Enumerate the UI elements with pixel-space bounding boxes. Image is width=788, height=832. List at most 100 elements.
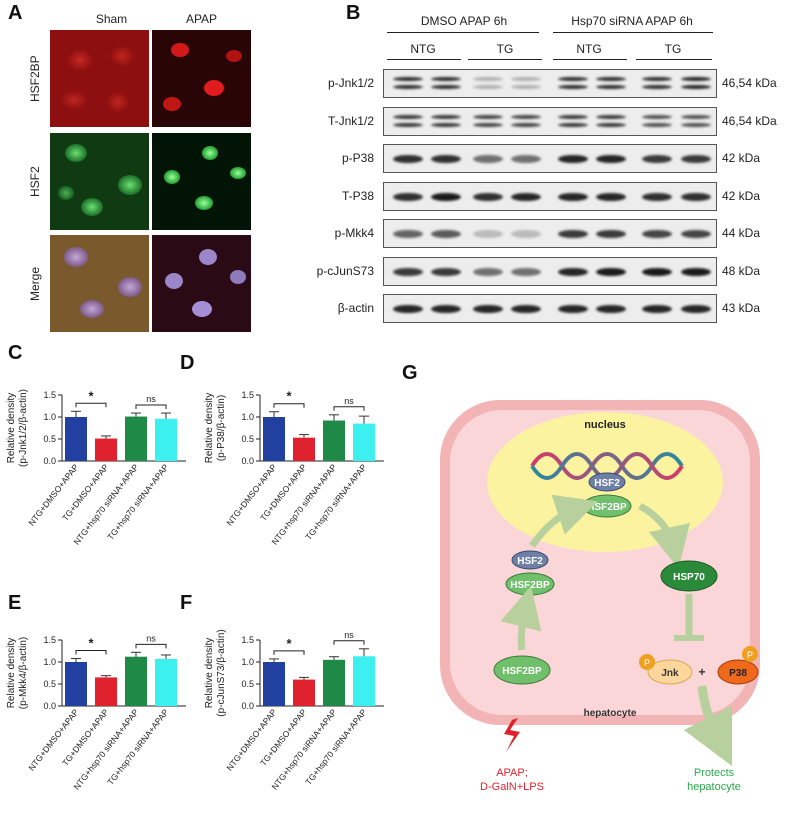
blot-band <box>511 122 541 127</box>
blot-band <box>473 155 503 163</box>
blot-sub-2: TG <box>496 42 514 56</box>
arrow-up-1 <box>500 585 542 651</box>
bar <box>323 420 345 461</box>
significance-label: * <box>88 388 94 403</box>
blot-strip <box>383 256 717 286</box>
significance-label: * <box>286 389 292 404</box>
blot-band <box>596 267 626 276</box>
blot-band <box>473 85 503 89</box>
blot-band <box>431 114 461 119</box>
blot-sub-1: NTG <box>410 42 436 56</box>
blot-band <box>596 305 626 313</box>
blot-band <box>642 85 672 89</box>
significance-label: * <box>286 636 292 651</box>
blot-band <box>393 192 423 201</box>
blot-sub-4: TG <box>664 42 682 56</box>
y-axis-label: (p-Jnk1/2/β-actin) <box>18 389 29 467</box>
blot-band <box>558 305 588 313</box>
hsf2bp-label-nucleus: HSF2BP <box>587 502 627 513</box>
blot-band <box>642 230 672 238</box>
y-tick-label: 1.5 <box>43 635 56 645</box>
blot-kda-label: 46,54 kDa <box>722 113 777 128</box>
blot-band <box>393 114 423 119</box>
blot-band <box>393 85 423 89</box>
blot-band <box>511 77 541 81</box>
blot-band <box>596 114 626 119</box>
blot-sub-1-line <box>387 59 461 60</box>
jnk-label: Jnk <box>661 668 679 679</box>
bar <box>125 416 147 461</box>
blot-band <box>511 230 541 238</box>
blot-band <box>596 230 626 238</box>
blot-row-label: T-P38 <box>341 188 374 203</box>
y-tick-label: 1.5 <box>241 635 254 645</box>
blot-row-label: p-Mkk4 <box>334 226 374 240</box>
micro-col-apap: APAP <box>185 12 218 26</box>
x-tick-label: NTG+DMSO+APAP <box>224 462 279 528</box>
x-tick-label: TG+hsp70 siRNA+APAP <box>105 707 171 787</box>
blot-band <box>473 305 503 313</box>
hsf2-node-cytoplasm <box>511 550 549 570</box>
protect-label-1: Protects <box>694 767 735 779</box>
blot-band <box>393 77 423 81</box>
blot-group-1-line <box>387 32 539 33</box>
y-axis-label: Relative density <box>204 638 215 709</box>
blot-band <box>473 114 503 119</box>
bar <box>263 662 285 706</box>
significance-label: ns <box>146 633 156 643</box>
blot-band <box>473 122 503 127</box>
blot-strip <box>383 106 717 136</box>
y-tick-label: 0.5 <box>43 434 56 444</box>
blot-band <box>681 192 711 201</box>
blot-band <box>431 85 461 89</box>
blot-band <box>681 77 711 81</box>
blot-band <box>558 85 588 89</box>
y-axis-label: Relative density <box>6 638 17 709</box>
bar <box>65 662 87 706</box>
significance-bracket <box>135 404 167 410</box>
blot-band <box>473 192 503 201</box>
micrograph-apap-merge <box>152 235 251 332</box>
blot-band <box>393 122 423 127</box>
lightning-icon <box>504 718 520 752</box>
protect-label-2: hepatocyte <box>687 781 741 793</box>
blot-band <box>558 192 588 201</box>
blot-sub-3-line <box>553 59 627 60</box>
blot-band <box>393 155 423 163</box>
significance-bracket <box>333 406 365 411</box>
blot-band <box>596 77 626 81</box>
bar <box>293 679 315 706</box>
significance-label: ns <box>344 396 354 406</box>
x-tick-label: NTG+DMSO+APAP <box>224 707 279 773</box>
panel-label-f: F <box>180 592 193 614</box>
blot-sub-4-line <box>636 59 712 60</box>
hsf2-label-cytoplasm: HSF2 <box>517 556 543 567</box>
bar <box>293 437 315 461</box>
significance-bracket <box>333 640 365 645</box>
blot-kda-label: 43 kDa <box>722 301 761 315</box>
blot-band <box>393 267 423 276</box>
blot-strip <box>383 219 717 248</box>
plus-sign: + <box>698 665 705 679</box>
significance-bracket <box>75 402 107 408</box>
chart-c: Relative density (p-Jnk1/2/β-actin) 0.0 0.5… <box>6 388 186 547</box>
blot-band <box>558 114 588 119</box>
blot-strip <box>383 294 717 323</box>
stimulus-label-2: D-GalN+LPS <box>480 781 544 793</box>
blot-band <box>473 267 503 276</box>
hepatocyte-label: hepatocyte <box>584 708 637 719</box>
panel-label-b: B <box>346 2 361 24</box>
pathway-diagram: nucleus HSF2 HSF2BP HSF2 HSF2BP HSF2BP H… <box>440 400 760 793</box>
blot-row-label: p-P38 <box>341 151 374 165</box>
y-tick-label: 0.5 <box>43 679 56 689</box>
hsf2bp-node-lower <box>493 655 551 685</box>
blot-row-label: T-Jnk1/2 <box>327 113 374 128</box>
blot-band <box>431 155 461 163</box>
micrograph-sham-merge <box>50 235 149 332</box>
chart-e: Relative density (p-Mkk4/β-actin) 0.0 0.5 1.… <box>6 633 186 792</box>
blot-sub-2-line <box>468 59 542 60</box>
panel-label-d: D <box>180 352 195 374</box>
blot-band <box>558 230 588 238</box>
y-tick-label: 0.0 <box>241 701 254 711</box>
blot-band <box>681 85 711 89</box>
